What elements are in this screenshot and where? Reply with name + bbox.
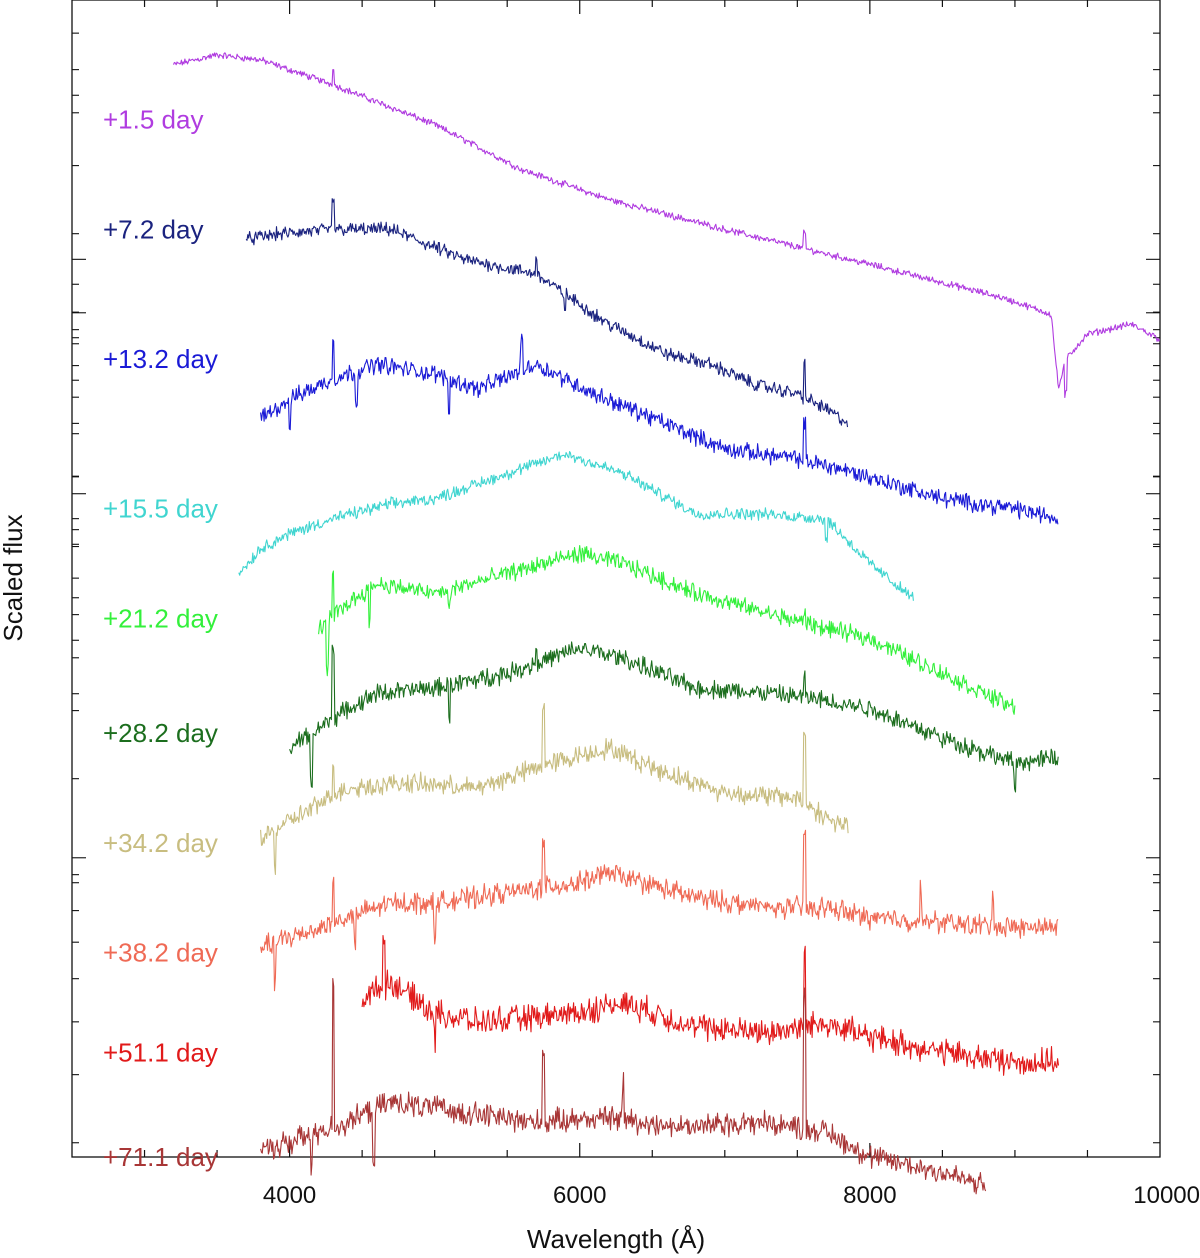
- series-line-8: [361, 935, 1060, 1076]
- x-tick-label: 4000: [263, 1182, 316, 1209]
- series-line-4: [318, 545, 1016, 715]
- series-label-9: +71.1 day: [103, 1142, 218, 1172]
- series-label-5: +28.2 day: [103, 718, 218, 748]
- series-label-8: +51.1 day: [103, 1037, 218, 1067]
- series-line-3: [238, 451, 914, 601]
- series-label-6: +34.2 day: [103, 828, 218, 858]
- series-line-0: [172, 52, 1161, 399]
- series-label-1: +7.2 day: [103, 214, 203, 244]
- x-tick-label: 10000: [1133, 1182, 1200, 1209]
- series-label-7: +38.2 day: [103, 938, 218, 968]
- x-axis: 4000 6000 8000 10000: [143, 0, 1200, 1209]
- series-line-2: [260, 333, 1059, 525]
- series-label-2: +13.2 day: [103, 344, 218, 374]
- series-labels: +1.5 day +7.2 day +13.2 day +15.5 day +21.2 …: [103, 105, 218, 1172]
- series-label-3: +15.5 day: [103, 494, 218, 524]
- series-line-5: [289, 641, 1059, 793]
- series-label-4: +21.2 day: [103, 603, 218, 633]
- series-line-9: [260, 978, 987, 1195]
- x-axis-title: Wavelength (Å): [527, 1224, 705, 1254]
- x-tick-label: 6000: [553, 1182, 606, 1209]
- series-line-7: [260, 829, 1059, 992]
- x-tick-label: 8000: [843, 1182, 896, 1209]
- y-axis-title: Scaled flux: [0, 514, 28, 641]
- plot-frame: [71, 0, 1161, 1158]
- series-layer: [172, 52, 1161, 1195]
- series-line-6: [260, 702, 849, 876]
- series-label-0: +1.5 day: [103, 105, 203, 135]
- y-axis: [72, 32, 1160, 1144]
- series-line-1: [245, 198, 849, 428]
